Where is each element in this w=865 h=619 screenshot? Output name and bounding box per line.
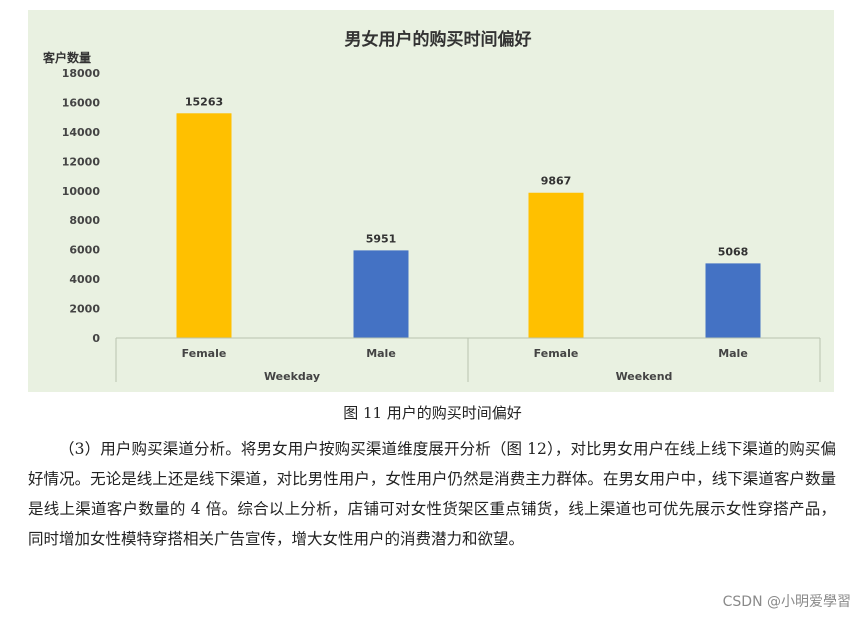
bar-weekday-male <box>353 250 409 338</box>
data-label: 5068 <box>718 245 749 258</box>
y-tick-label: 8000 <box>69 214 100 227</box>
x-category-label: Female <box>182 347 227 360</box>
y-tick-label: 2000 <box>69 303 100 316</box>
x-category-label: Female <box>534 347 579 360</box>
y-tick-label: 12000 <box>62 155 101 168</box>
chart-panel: 男女用户的购买时间偏好 客户数量 18000 16000 14000 12000 100… <box>28 10 834 392</box>
data-label: 15263 <box>185 95 223 108</box>
x-category-label: Male <box>366 347 396 360</box>
x-group-label: Weekend <box>616 370 673 383</box>
chart-title: 男女用户的购买时间偏好 <box>345 29 532 50</box>
bar-chart: 男女用户的购买时间偏好 客户数量 18000 16000 14000 12000 100… <box>42 29 821 383</box>
x-category-label: Male <box>718 347 748 360</box>
data-label: 9867 <box>541 175 572 188</box>
bar-weekend-female <box>528 192 584 338</box>
y-tick-label: 6000 <box>69 244 100 257</box>
y-tick-label: 0 <box>92 332 100 345</box>
y-tick-label: 14000 <box>62 126 101 139</box>
bar-weekday-female <box>176 113 232 338</box>
y-tick-label: 10000 <box>62 185 101 198</box>
figure-caption: 图 11 用户的购买时间偏好 <box>343 404 522 422</box>
y-tick-label: 18000 <box>62 67 101 80</box>
x-axis: Female Male Weekday Female Male Weekend <box>115 337 821 383</box>
body-paragraph: （3）用户购买渠道分析。将男女用户按购买渠道维度展开分析（图 12），对比男女用… <box>28 440 836 548</box>
y-axis-ticks: 18000 16000 14000 12000 10000 8000 6000 4000 200… <box>62 67 101 345</box>
y-tick-label: 4000 <box>69 273 100 286</box>
x-group-label: Weekday <box>264 370 320 383</box>
data-label: 5951 <box>366 232 397 245</box>
watermark: CSDN @小明爱學習 <box>722 594 851 610</box>
bar-weekend-male <box>705 263 761 338</box>
y-tick-label: 16000 <box>62 96 101 109</box>
bars: 15263 5951 9867 5068 <box>176 95 761 338</box>
y-axis-label: 客户数量 <box>42 50 91 65</box>
